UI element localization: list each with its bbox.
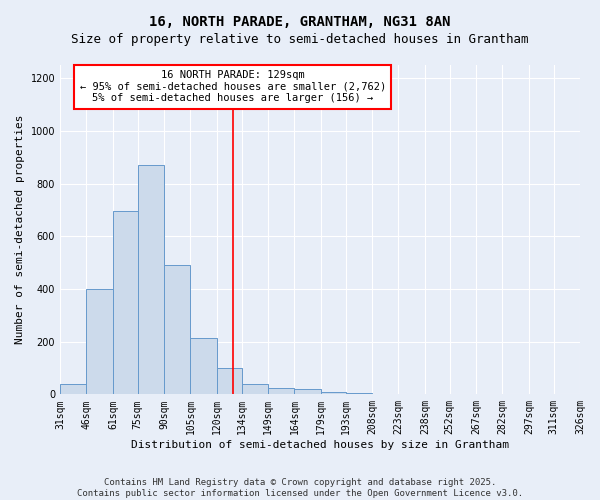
Bar xyxy=(346,393,372,394)
Bar xyxy=(164,265,190,394)
Bar xyxy=(137,165,164,394)
Bar xyxy=(217,368,242,394)
Text: Size of property relative to semi-detached houses in Grantham: Size of property relative to semi-detach… xyxy=(71,32,529,46)
Bar xyxy=(295,389,321,394)
Text: Contains HM Land Registry data © Crown copyright and database right 2025.
Contai: Contains HM Land Registry data © Crown c… xyxy=(77,478,523,498)
Bar xyxy=(321,392,346,394)
Bar xyxy=(113,211,137,394)
Bar xyxy=(190,338,217,394)
Text: 16, NORTH PARADE, GRANTHAM, NG31 8AN: 16, NORTH PARADE, GRANTHAM, NG31 8AN xyxy=(149,15,451,29)
X-axis label: Distribution of semi-detached houses by size in Grantham: Distribution of semi-detached houses by … xyxy=(131,440,509,450)
Bar xyxy=(268,388,295,394)
Bar xyxy=(60,384,86,394)
Y-axis label: Number of semi-detached properties: Number of semi-detached properties xyxy=(15,115,25,344)
Bar xyxy=(242,384,268,394)
Bar xyxy=(86,289,113,395)
Text: 16 NORTH PARADE: 129sqm
← 95% of semi-detached houses are smaller (2,762)
5% of : 16 NORTH PARADE: 129sqm ← 95% of semi-de… xyxy=(80,70,386,104)
